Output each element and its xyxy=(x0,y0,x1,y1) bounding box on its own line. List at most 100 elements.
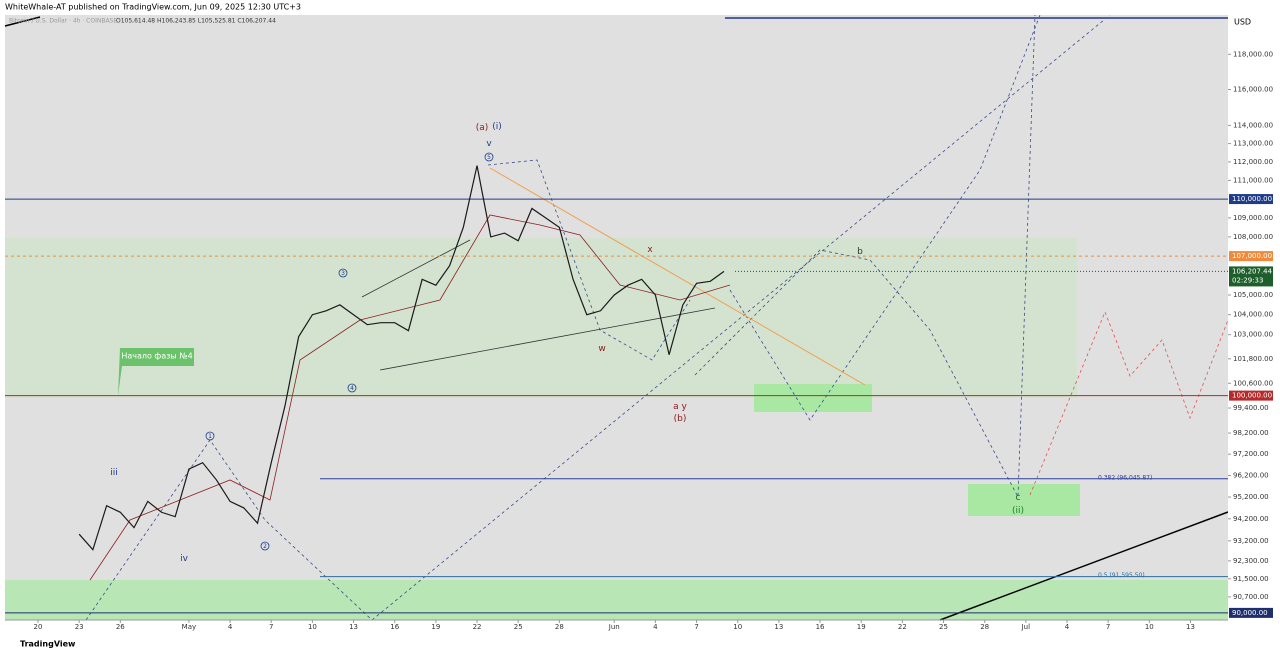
trendline xyxy=(361,239,471,298)
x-tick-label: 28 xyxy=(980,623,989,631)
wave-circle xyxy=(260,541,270,551)
zone xyxy=(5,238,1077,398)
y-tick-label: 91,500.00 xyxy=(1233,575,1269,583)
y-tick-label: 99,400.00 xyxy=(1233,404,1269,412)
x-tick-label: 26 xyxy=(116,623,125,631)
wave-label: iii xyxy=(110,468,118,478)
x-tick-label: Jul xyxy=(1021,623,1031,631)
y-tick-label: 109,000.00 xyxy=(1233,214,1273,222)
wave-label: v xyxy=(486,139,492,149)
wave-label: 3 xyxy=(341,270,345,277)
x-tick-label: 28 xyxy=(555,623,564,631)
x-tick-label: 23 xyxy=(75,623,84,631)
wave-label: (b) xyxy=(674,414,687,424)
price-line-tag xyxy=(1229,607,1273,618)
wave-label: (a) xyxy=(476,123,489,133)
wave-label: 4 xyxy=(350,385,354,392)
y-tick-label: 111,000.00 xyxy=(1233,176,1273,184)
wave-label: w xyxy=(598,344,605,354)
x-tick-label: 16 xyxy=(390,623,399,631)
ema xyxy=(89,214,731,581)
wave-label: x xyxy=(647,245,653,255)
x-tick-label: 22 xyxy=(473,623,482,631)
current-price-tag xyxy=(1229,266,1273,287)
x-tick-label: 7 xyxy=(694,623,698,631)
y-tick-label: 105,000.00 xyxy=(1233,291,1273,299)
x-tick-label: 7 xyxy=(269,623,273,631)
x-tick-label: 13 xyxy=(774,623,783,631)
y-tick-label: 98,200.00 xyxy=(1233,429,1269,437)
publisher: WhiteWhale-AT published on TradingView.c… xyxy=(5,3,301,12)
trendline xyxy=(379,307,716,371)
x-tick-label: 4 xyxy=(653,623,658,631)
y-tick-label: 103,000.00 xyxy=(1233,331,1273,339)
wave-label: (i) xyxy=(492,122,502,132)
y-tick-label: 95,200.00 xyxy=(1233,493,1269,501)
wave-label: b xyxy=(857,247,863,257)
y-tick-label: 101,800.00 xyxy=(1233,355,1273,363)
wave-circle xyxy=(338,268,348,278)
price-line-tag xyxy=(1229,251,1273,262)
y-tick-label: 118,000.00 xyxy=(1233,50,1273,58)
x-tick-label: 25 xyxy=(939,623,948,631)
x-tick-label: 10 xyxy=(308,623,317,631)
y-tick-label: 94,200.00 xyxy=(1233,515,1269,523)
zone xyxy=(754,384,872,412)
callout-box xyxy=(118,348,194,396)
y-tick-label: 97,200.00 xyxy=(1233,450,1269,458)
price-axis xyxy=(1228,15,1280,620)
x-tick-label: May xyxy=(182,623,196,631)
x-tick-label: 10 xyxy=(1145,623,1154,631)
wave-circle xyxy=(205,431,215,441)
price-line-label: 90,000.00 xyxy=(1232,609,1268,617)
y-tick-label: 116,000.00 xyxy=(1233,86,1273,94)
y-tick-label: 108,000.00 xyxy=(1233,233,1273,241)
x-tick-label: 20 xyxy=(34,623,43,631)
x-tick-label: 25 xyxy=(514,623,523,631)
wave-label: a y xyxy=(673,402,687,412)
price-line-series xyxy=(78,165,725,551)
symbol: Bitcoin / U.S. Dollar · 4h · COINBASE xyxy=(9,18,117,25)
wave-label: iv xyxy=(180,554,189,564)
x-tick-label: 10 xyxy=(733,623,742,631)
wave-label: 2 xyxy=(263,543,267,550)
projections xyxy=(85,14,1229,621)
wave-label: c xyxy=(1016,493,1021,503)
zone xyxy=(968,484,1080,516)
x-tick-label: 19 xyxy=(431,623,440,631)
current-price-label: 106,207.44 xyxy=(1232,267,1273,275)
wave-label: 5 xyxy=(487,154,491,161)
x-tick-label: 13 xyxy=(349,623,358,631)
wave-label: 1 xyxy=(208,433,212,440)
price-line-tag xyxy=(1229,390,1273,401)
y-tick-label: 92,300.00 xyxy=(1233,557,1269,565)
callout-text: Начало фазы №4 xyxy=(121,352,192,361)
y-tick-label: 114,000.00 xyxy=(1233,121,1273,129)
wave-circle xyxy=(484,152,494,162)
trendline xyxy=(939,511,1229,621)
trendline xyxy=(4,16,41,27)
y-tick-label: 96,200.00 xyxy=(1233,472,1269,480)
x-tick-label: 4 xyxy=(1065,623,1070,631)
x-tick-label: 4 xyxy=(228,623,233,631)
zone xyxy=(5,580,1228,620)
y-tick-label: 100,600.00 xyxy=(1233,379,1273,387)
price-line-label: 110,000.00 xyxy=(1232,195,1272,203)
x-tick-label: Jun xyxy=(608,623,620,631)
y-tick-label: 93,200.00 xyxy=(1233,537,1269,545)
currency: USD xyxy=(1234,18,1251,27)
price-line-label: 100,000.00 xyxy=(1232,392,1272,400)
fib-label: 0.5 (91,595.50) xyxy=(1098,572,1145,579)
price-line-label: 107,000.00 xyxy=(1232,252,1272,260)
y-tick-label: 90,700.00 xyxy=(1233,593,1269,601)
x-tick-label: 16 xyxy=(816,623,825,631)
x-tick-label: 22 xyxy=(898,623,907,631)
fib-label: 0.382 (96,045.87) xyxy=(1098,474,1152,481)
x-tick-label: 7 xyxy=(1106,623,1110,631)
x-tick-label: 13 xyxy=(1186,623,1195,631)
y-tick-label: 112,000.00 xyxy=(1233,158,1273,166)
y-tick-label: 104,000.00 xyxy=(1233,311,1273,319)
x-tick-label: 19 xyxy=(857,623,866,631)
countdown: 02:29:33 xyxy=(1232,276,1263,284)
